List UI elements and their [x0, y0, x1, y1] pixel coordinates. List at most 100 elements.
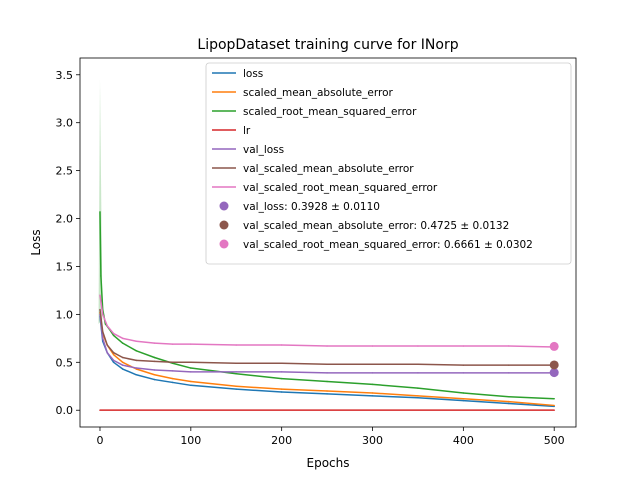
series-segment [171, 377, 192, 383]
series-segment [171, 370, 192, 373]
series-segment [508, 345, 555, 348]
legend-marker-label-1: val_scaled_mean_absolute_error: 0.4725 ±… [243, 220, 509, 232]
x-tick-label: 500 [544, 434, 565, 447]
series-segment [101, 313, 109, 327]
series-segment [190, 343, 237, 346]
series-segment [153, 374, 174, 380]
series-val_scaled_mean_absolute_error [99, 308, 555, 366]
series-segment [371, 392, 419, 397]
series-segment [112, 332, 124, 340]
plot-area [98, 79, 559, 411]
legend-marker-2 [219, 239, 229, 249]
x-tick-label: 300 [362, 434, 383, 447]
legend-label-val_scaled_mean_absolute_error: val_scaled_mean_absolute_error [243, 163, 414, 175]
series-segment [171, 381, 192, 387]
series-segment [100, 275, 104, 311]
legend-marker-1 [219, 220, 229, 230]
series-segment [106, 344, 115, 354]
series-segment [235, 373, 283, 380]
series-segment [371, 383, 419, 389]
series-segment [326, 393, 374, 397]
legend-label-val_scaled_root_mean_squared_error: val_scaled_root_mean_squared_error [243, 182, 438, 194]
series-segment [153, 342, 174, 345]
y-tick-label: 1.0 [56, 308, 74, 321]
series-segment [417, 395, 465, 400]
series-segment [462, 399, 510, 405]
x-tick-label: 100 [180, 434, 201, 447]
series-segment [417, 397, 465, 402]
legend-label-scaled_root_mean_squared_error: scaled_root_mean_squared_error [243, 106, 417, 118]
series-segment [99, 211, 102, 277]
series-segment [417, 387, 465, 394]
series-segment [508, 400, 555, 407]
legend-box [205, 62, 572, 265]
y-tick-label: 0.5 [56, 356, 74, 369]
legend-marker-0 [219, 201, 229, 211]
legend-label-loss: loss [243, 68, 263, 80]
series-segment [171, 362, 192, 369]
series-segment [121, 364, 138, 369]
series-segment [135, 367, 156, 371]
series-segment [112, 361, 124, 370]
y-axis: 0.0 0.5 1.0 1.5 2.0 2.5 3.0 3.5 [56, 69, 80, 417]
y-tick-label: 0.0 [56, 404, 74, 417]
series-segment [280, 391, 328, 395]
chart-title: LipopDataset training curve for INorp [197, 37, 458, 53]
series-segment [280, 362, 328, 365]
series-segment [462, 397, 510, 403]
series-band-spike [98, 79, 103, 324]
series-segment [106, 325, 115, 335]
series-segment [135, 350, 156, 359]
series-segment [106, 351, 115, 362]
y-axis-label: Loss [29, 229, 43, 255]
series-segment [417, 363, 465, 366]
series-segment [190, 367, 237, 375]
series-segment [508, 396, 555, 400]
series-segment [190, 384, 237, 390]
series-segment [112, 334, 124, 344]
final-marker-point [549, 368, 559, 378]
series-segment [135, 374, 156, 381]
series-val_scaled_root_mean_squared_error [99, 294, 555, 348]
series-segment [101, 330, 109, 346]
y-tick-label: 3.5 [56, 69, 74, 82]
series-segment [121, 368, 138, 376]
legend-marker-label-2: val_scaled_root_mean_squared_error: 0.66… [243, 239, 533, 251]
series-segment [280, 377, 328, 383]
series-segment [462, 392, 510, 398]
series-segment [235, 388, 283, 393]
x-tick-label: 400 [453, 434, 474, 447]
axes-frame [79, 57, 577, 428]
series-segment [112, 353, 124, 364]
series-segment [326, 380, 374, 386]
series-val_loss [99, 313, 555, 374]
series-segment [190, 361, 237, 365]
series-segment [121, 356, 138, 362]
series-segment [153, 360, 174, 364]
series-segment [101, 337, 109, 354]
series-segment [190, 380, 237, 388]
series-segment [153, 369, 174, 372]
y-tick-label: 1.5 [56, 260, 74, 273]
series-segment [135, 368, 156, 376]
y-tick-label: 2.5 [56, 165, 74, 178]
legend-marker-label-0: val_loss: 0.3928 ± 0.0110 [243, 201, 380, 213]
y-tick-label: 3.0 [56, 117, 74, 130]
series-segment [99, 294, 104, 316]
x-tick-label: 0 [96, 434, 103, 447]
series-segment [135, 359, 156, 363]
series-segment [326, 390, 374, 394]
legend-label-lr: lr [243, 125, 251, 137]
series-segment [371, 395, 419, 399]
y-tick-label: 2.0 [56, 213, 74, 226]
series-segment [121, 342, 138, 352]
x-tick-label: 200 [271, 434, 292, 447]
series-segment [508, 402, 555, 408]
series-segment [99, 308, 104, 333]
series-segment [280, 371, 328, 374]
legend-label-val_loss: val_loss [243, 144, 284, 156]
series-segment [112, 351, 124, 359]
final-marker-point [549, 341, 559, 351]
final-marker-point [549, 360, 559, 370]
